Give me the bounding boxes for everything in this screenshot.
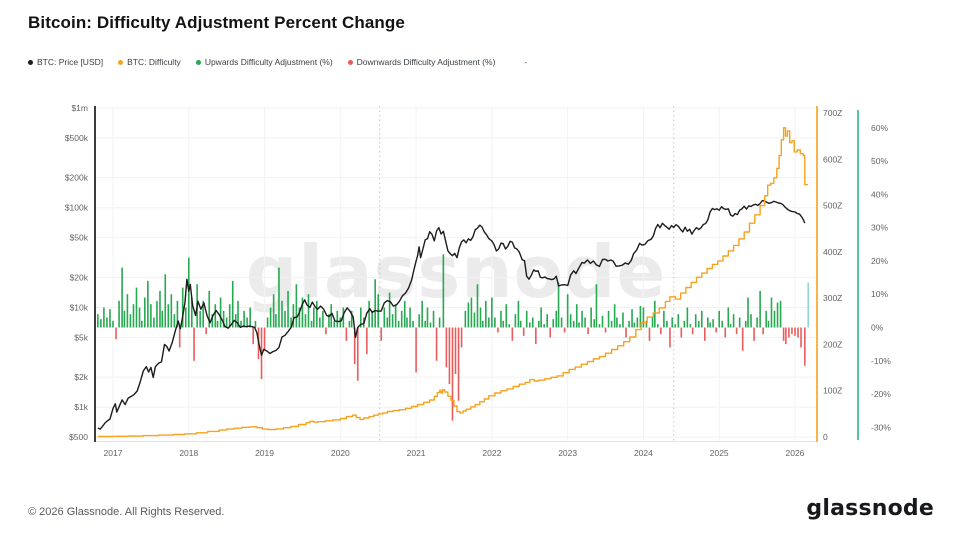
svg-text:2025: 2025 — [710, 448, 729, 458]
svg-text:20%: 20% — [871, 256, 888, 266]
downwards-legend-dot-icon — [347, 59, 353, 65]
legend-label: BTC: Difficulty — [127, 57, 181, 67]
legend-item-upwards-adjustment[interactable]: Upwards Difficulty Adjustment (%) — [195, 57, 333, 67]
svg-text:$500: $500 — [69, 432, 88, 442]
svg-text:$1k: $1k — [74, 402, 88, 412]
svg-text:-20%: -20% — [871, 389, 891, 399]
legend-item-btc-price[interactable]: BTC: Price [USD] — [28, 57, 103, 67]
glassnode-watermark: glassnode — [245, 230, 667, 314]
glassnode-logo: glassnode — [806, 496, 934, 521]
svg-text:100Z: 100Z — [823, 386, 842, 396]
svg-text:500Z: 500Z — [823, 201, 842, 211]
svg-text:-10%: -10% — [871, 356, 891, 366]
difficulty-legend-dot-icon — [118, 59, 124, 65]
svg-text:-30%: -30% — [871, 422, 891, 432]
svg-text:$10k: $10k — [70, 302, 89, 312]
svg-text:10%: 10% — [871, 289, 888, 299]
svg-text:50%: 50% — [871, 156, 888, 166]
svg-text:2023: 2023 — [558, 448, 577, 458]
legend-extra-dash: - — [524, 57, 528, 67]
svg-text:200Z: 200Z — [823, 339, 842, 349]
legend-item-btc-difficulty[interactable]: BTC: Difficulty — [118, 57, 181, 67]
svg-text:$5k: $5k — [74, 332, 88, 342]
chart-legend: BTC: Price [USD] BTC: Difficulty Upwards… — [28, 57, 527, 67]
svg-text:300Z: 300Z — [823, 293, 842, 303]
svg-text:0: 0 — [823, 432, 828, 442]
legend-label: Downwards Difficulty Adjustment (%) — [356, 57, 496, 67]
svg-text:$20k: $20k — [70, 272, 89, 282]
svg-text:600Z: 600Z — [823, 154, 842, 164]
svg-text:400Z: 400Z — [823, 247, 842, 257]
price-legend-dot-icon — [28, 59, 33, 65]
svg-text:2019: 2019 — [255, 448, 274, 458]
svg-text:2026: 2026 — [786, 448, 805, 458]
svg-text:2022: 2022 — [482, 448, 501, 458]
svg-text:$50k: $50k — [70, 233, 89, 243]
svg-text:2021: 2021 — [407, 448, 426, 458]
legend-label: BTC: Price [USD] — [37, 57, 104, 67]
upwards-legend-dot-icon — [195, 59, 201, 65]
svg-text:$500k: $500k — [65, 133, 89, 143]
svg-text:2020: 2020 — [331, 448, 350, 458]
svg-text:$1m: $1m — [71, 103, 88, 113]
copyright-text: © 2026 Glassnode. All Rights Reserved. — [28, 506, 225, 518]
svg-text:$100k: $100k — [65, 203, 89, 213]
svg-text:700Z: 700Z — [823, 108, 842, 118]
svg-text:0%: 0% — [871, 323, 884, 333]
svg-text:30%: 30% — [871, 223, 888, 233]
legend-label: Upwards Difficulty Adjustment (%) — [204, 57, 333, 67]
svg-text:40%: 40% — [871, 189, 888, 199]
svg-text:2024: 2024 — [634, 448, 653, 458]
svg-text:2018: 2018 — [179, 448, 198, 458]
svg-text:2017: 2017 — [104, 448, 123, 458]
svg-text:$200k: $200k — [65, 173, 89, 183]
svg-text:$2k: $2k — [74, 372, 88, 382]
page-title: Bitcoin: Difficulty Adjustment Percent C… — [28, 13, 405, 32]
svg-text:60%: 60% — [871, 123, 888, 133]
legend-item-downwards-adjustment[interactable]: Downwards Difficulty Adjustment (%) — [347, 57, 496, 67]
